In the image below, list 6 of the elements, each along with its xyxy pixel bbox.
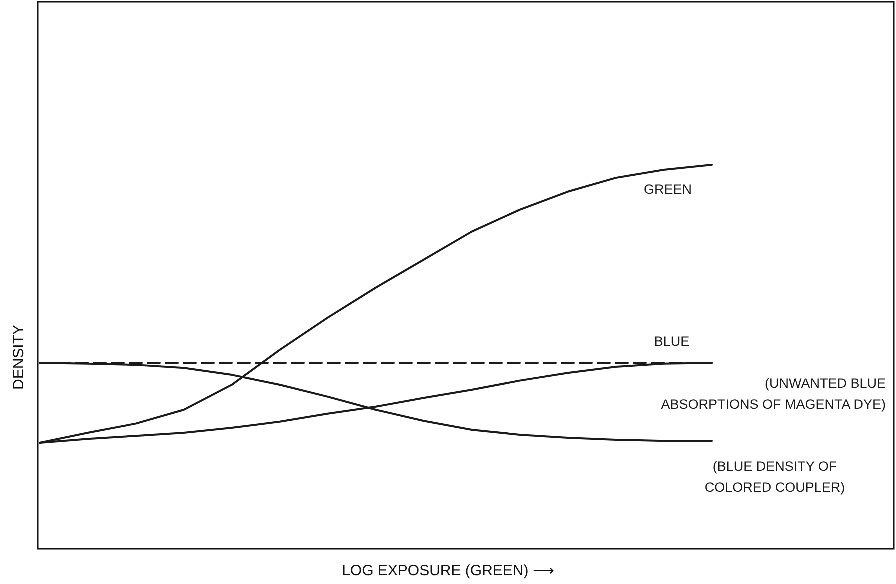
x-axis-title: LOG EXPOSURE (GREEN) ⟶: [342, 562, 555, 580]
series-label: GREEN: [644, 182, 692, 197]
series-label: (BLUE DENSITY OF COLORED COUPLER): [704, 459, 846, 496]
series-label: BLUE: [654, 334, 690, 350]
series-label: (UNWANTED BLUE ABSORPTIONS OF MAGENTA DYE): [661, 376, 886, 412]
y-axis-title: DENSITY: [10, 324, 28, 390]
